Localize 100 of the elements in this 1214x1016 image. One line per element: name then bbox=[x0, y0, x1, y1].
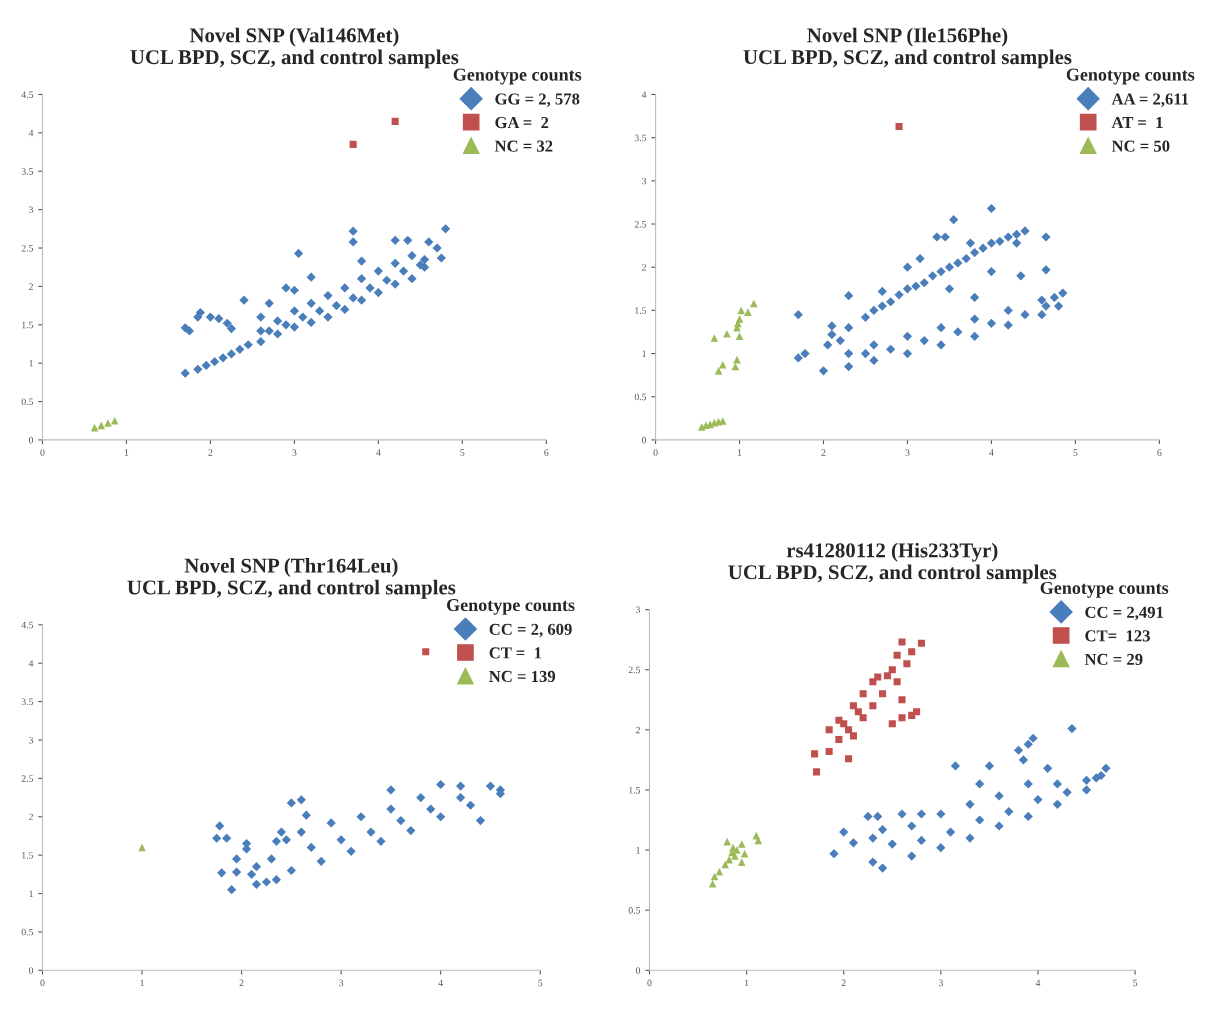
point bbox=[994, 821, 1004, 831]
point bbox=[733, 846, 741, 854]
legend-label: GG = 2, 578 bbox=[495, 93, 580, 108]
x-tick-label: 1 bbox=[737, 449, 742, 456]
x-tick-label: 4 bbox=[438, 979, 443, 987]
point bbox=[386, 785, 396, 795]
x-tick-label: 5 bbox=[538, 979, 543, 987]
x-tick-label: 3 bbox=[339, 979, 344, 987]
x-tick-label: 1 bbox=[124, 449, 129, 456]
y-tick-label: 3 bbox=[29, 736, 34, 744]
point bbox=[723, 329, 731, 338]
point bbox=[222, 833, 232, 843]
point bbox=[813, 768, 821, 776]
point bbox=[1028, 733, 1038, 743]
point bbox=[349, 140, 357, 148]
point bbox=[950, 761, 961, 771]
point bbox=[485, 781, 496, 791]
y-tick-label: 2.5 bbox=[21, 775, 34, 782]
y-tick-label: 1.5 bbox=[635, 307, 647, 314]
legend-label: CC = 2, 609 bbox=[489, 623, 572, 638]
x-tick-label: 4 bbox=[1035, 979, 1041, 987]
point bbox=[246, 869, 257, 879]
point bbox=[104, 419, 112, 427]
point bbox=[286, 798, 296, 808]
x-tick-label: 6 bbox=[1157, 449, 1162, 456]
point bbox=[744, 308, 752, 316]
x-tick-label: 4 bbox=[989, 449, 994, 456]
point bbox=[874, 673, 882, 681]
point bbox=[714, 367, 723, 375]
x-tick-label: 5 bbox=[1133, 979, 1138, 987]
point bbox=[212, 833, 222, 843]
y-tick-label: 1.5 bbox=[629, 786, 641, 794]
x-tick-label: 2 bbox=[239, 979, 244, 987]
y-tick-label: 0 bbox=[28, 967, 34, 974]
point bbox=[1081, 785, 1092, 795]
point bbox=[975, 779, 985, 789]
point bbox=[936, 809, 946, 819]
point bbox=[356, 812, 366, 822]
point bbox=[436, 812, 446, 822]
point bbox=[835, 735, 843, 743]
point bbox=[1033, 794, 1043, 805]
point bbox=[868, 833, 878, 843]
y-tick-label: 3.5 bbox=[634, 134, 647, 142]
point bbox=[903, 660, 911, 668]
y-tick-label: 4 bbox=[28, 660, 34, 667]
legend-label: NC = 29 bbox=[1084, 653, 1143, 666]
point bbox=[276, 827, 287, 837]
point bbox=[898, 696, 906, 704]
x-tick-label: 0 bbox=[653, 449, 658, 456]
legend-label: NC = 32 bbox=[494, 140, 553, 152]
x-tick-label: 2 bbox=[208, 449, 213, 456]
y-tick-label: 3.5 bbox=[21, 168, 34, 175]
legend-title: Genotype counts bbox=[453, 68, 582, 85]
point bbox=[735, 332, 744, 341]
point bbox=[326, 818, 336, 828]
y-tick-label: 4.5 bbox=[21, 91, 34, 98]
point bbox=[232, 854, 242, 864]
point bbox=[907, 851, 917, 861]
point bbox=[723, 837, 731, 846]
point bbox=[825, 726, 833, 734]
x-tick-label: 6 bbox=[544, 449, 549, 456]
legend-label: AA = 2,611 bbox=[1111, 93, 1189, 108]
point bbox=[271, 875, 282, 885]
point bbox=[877, 863, 888, 873]
point bbox=[1101, 763, 1111, 773]
y-tick-label: 2 bbox=[636, 726, 640, 734]
y-tick-label: 0 bbox=[635, 967, 641, 974]
x-tick-label: 3 bbox=[938, 979, 943, 987]
point bbox=[908, 648, 916, 656]
point bbox=[917, 639, 925, 647]
point bbox=[965, 799, 975, 809]
y-tick-label: 0.5 bbox=[21, 398, 34, 406]
point bbox=[869, 678, 877, 686]
y-tick-label: 0 bbox=[28, 436, 34, 444]
legend-label: CC = 2,491 bbox=[1085, 606, 1164, 621]
point bbox=[1052, 779, 1062, 789]
point bbox=[737, 858, 746, 866]
point bbox=[376, 836, 386, 846]
point bbox=[366, 827, 376, 837]
x-tick-label: 5 bbox=[460, 449, 465, 456]
x-tick-label: 0 bbox=[40, 979, 45, 987]
y-tick-label: 2 bbox=[29, 813, 33, 821]
y-tick-label: 1.5 bbox=[22, 852, 34, 859]
point bbox=[873, 811, 883, 821]
point bbox=[110, 416, 119, 425]
y-tick-label: 0.5 bbox=[21, 928, 34, 936]
point bbox=[845, 726, 853, 734]
point bbox=[215, 821, 225, 831]
point bbox=[721, 860, 730, 869]
point bbox=[1023, 811, 1033, 821]
legend-label: NC = 50 bbox=[1111, 140, 1170, 152]
x-tick-label: 1 bbox=[745, 979, 749, 987]
point bbox=[811, 750, 819, 758]
x-tick-label: 3 bbox=[905, 449, 910, 456]
point bbox=[877, 825, 888, 835]
point bbox=[840, 720, 848, 728]
point bbox=[859, 714, 867, 722]
y-tick-label: 4.5 bbox=[21, 621, 34, 629]
point bbox=[994, 791, 1004, 801]
x-tick-label: 1 bbox=[140, 979, 144, 987]
